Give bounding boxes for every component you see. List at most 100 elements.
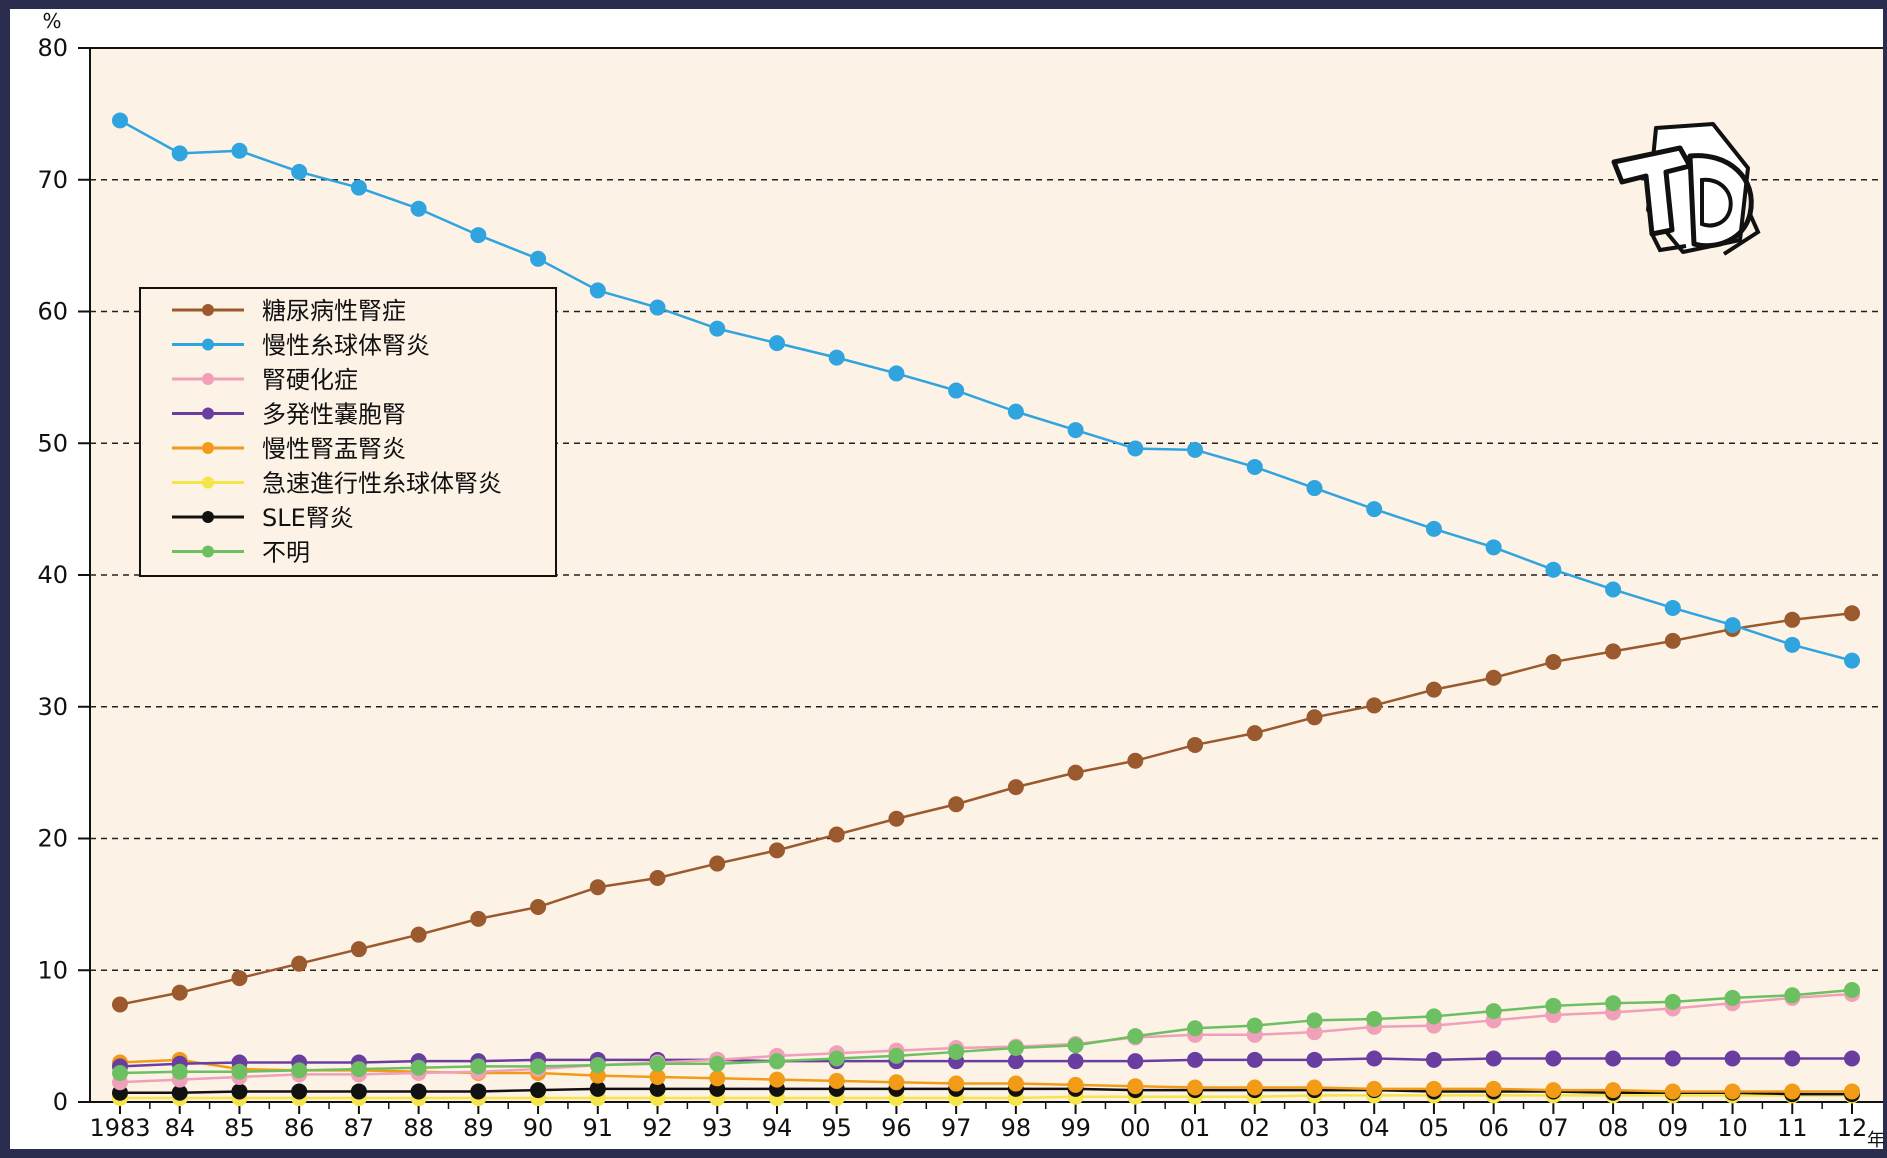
- y-tick-label: 70: [37, 166, 68, 194]
- data-point: [589, 282, 606, 299]
- x-tick-label: 04: [1359, 1114, 1390, 1142]
- x-unit-label: 年: [1867, 1130, 1885, 1151]
- data-point: [1366, 697, 1383, 714]
- data-point: [709, 855, 726, 872]
- data-point: [768, 335, 785, 352]
- x-tick-label: 98: [1001, 1114, 1032, 1142]
- data-point: [828, 1072, 845, 1089]
- logo-shape-depth: [1650, 213, 1761, 256]
- x-tick-label: 05: [1419, 1114, 1450, 1142]
- data-point: [1306, 1024, 1323, 1041]
- data-point: [1425, 1051, 1442, 1068]
- data-point: [530, 899, 547, 916]
- y-tick-label: 10: [37, 956, 68, 984]
- data-point: [231, 142, 248, 159]
- legend-label: 多発性嚢胞腎: [262, 401, 406, 429]
- data-point: [1366, 501, 1383, 518]
- data-point: [1127, 752, 1144, 769]
- series-line-糖尿病性腎症: [119, 611, 1853, 1006]
- legend-item: SLE腎炎: [172, 504, 354, 532]
- data-point: [291, 1062, 308, 1079]
- data-point: [1485, 1003, 1502, 1020]
- data-point: [1187, 736, 1204, 753]
- legend-item: 不明: [172, 539, 310, 567]
- logo-shape-b: [1687, 153, 1754, 249]
- data-point: [171, 1084, 188, 1101]
- data-point: [1784, 1050, 1801, 1067]
- data-point: [1187, 1020, 1204, 1037]
- x-tick-label: 09: [1658, 1114, 1689, 1142]
- series-line-慢性腎盂腎炎: [119, 1058, 1852, 1093]
- x-tick-label: 02: [1239, 1114, 1270, 1142]
- legend-item: 糖尿病性腎症: [172, 297, 406, 325]
- data-point: [1246, 458, 1263, 475]
- data-point: [1664, 599, 1681, 616]
- data-point: [589, 1080, 606, 1097]
- data-point: [1605, 1050, 1622, 1067]
- series-糖尿病性腎症: [112, 605, 1860, 1013]
- x-tick-label: 85: [224, 1114, 255, 1142]
- data-point: [1485, 539, 1502, 556]
- data-point: [410, 926, 427, 943]
- x-tick-label: 86: [284, 1114, 315, 1142]
- data-point: [649, 870, 666, 887]
- data-point: [1187, 441, 1204, 458]
- data-point: [171, 145, 188, 162]
- x-tick-label: 93: [702, 1114, 733, 1142]
- data-point: [1425, 520, 1442, 537]
- data-point: [291, 955, 308, 972]
- legend-label: 腎硬化症: [262, 366, 358, 394]
- data-point: [649, 299, 666, 316]
- data-point: [410, 200, 427, 217]
- data-point: [1485, 1080, 1502, 1097]
- data-point: [291, 163, 308, 180]
- x-tick-label: 97: [941, 1114, 972, 1142]
- data-point: [1007, 779, 1024, 796]
- x-tick-label: 92: [642, 1114, 673, 1142]
- data-point: [649, 1068, 666, 1085]
- logo-shape-t: [1611, 145, 1693, 237]
- legend-label: 慢性糸球体腎炎: [262, 332, 430, 360]
- legend-item: 腎硬化症: [172, 366, 358, 394]
- legend-box: [139, 287, 557, 577]
- data-point: [888, 1047, 905, 1064]
- data-point: [112, 996, 128, 1013]
- data-point: [1844, 605, 1860, 622]
- data-point: [589, 879, 606, 896]
- data-point: [470, 910, 487, 927]
- data-point: [350, 941, 367, 958]
- legend-swatch-marker: [202, 373, 214, 385]
- x-tick-label: 1983: [89, 1114, 150, 1142]
- y-tick-label: 40: [37, 561, 68, 589]
- TB-logo: [1611, 122, 1761, 256]
- x-tick-label: 01: [1180, 1114, 1211, 1142]
- data-point: [1007, 1075, 1024, 1092]
- data-point: [112, 112, 128, 129]
- data-point: [828, 826, 845, 843]
- logo-shape-inner: [1700, 177, 1733, 228]
- series-layer: [112, 112, 1860, 1107]
- data-point: [530, 250, 547, 267]
- data-point: [768, 842, 785, 859]
- data-point: [1067, 1037, 1084, 1054]
- data-point: [1067, 1053, 1084, 1070]
- data-point: [112, 1065, 128, 1082]
- x-tick-label: 11: [1777, 1114, 1808, 1142]
- data-point: [1605, 581, 1622, 598]
- legend-label: 急速進行性糸球体腎炎: [262, 470, 502, 498]
- series-line-慢性糸球体腎炎: [119, 119, 1853, 662]
- data-point: [530, 1082, 547, 1099]
- x-tick-label: 91: [583, 1114, 614, 1142]
- data-point: [888, 365, 905, 382]
- legend-label: SLE腎炎: [262, 504, 354, 532]
- data-point: [1545, 1082, 1562, 1099]
- series-line-不明: [119, 988, 1853, 1075]
- data-point: [1127, 440, 1144, 457]
- legend-item: 急速進行性糸球体腎炎: [172, 470, 502, 498]
- series-line-急速進行性糸球体腎炎: [120, 1094, 1852, 1100]
- legend-item: 多発性嚢胞腎: [172, 401, 406, 429]
- data-point: [1664, 993, 1681, 1010]
- data-point: [1306, 1051, 1323, 1068]
- data-point: [948, 1043, 965, 1060]
